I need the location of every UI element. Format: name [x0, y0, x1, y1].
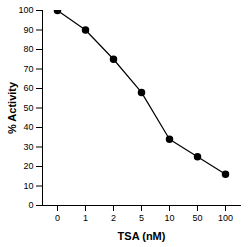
- svg-text:0: 0: [55, 213, 60, 223]
- svg-text:100: 100: [218, 213, 233, 223]
- svg-text:60: 60: [23, 83, 33, 93]
- svg-text:2: 2: [111, 213, 116, 223]
- svg-text:0: 0: [28, 200, 33, 210]
- svg-text:5: 5: [139, 213, 144, 223]
- svg-text:100: 100: [18, 5, 33, 15]
- svg-text:50: 50: [192, 213, 202, 223]
- svg-text:90: 90: [23, 25, 33, 35]
- svg-text:10: 10: [23, 181, 33, 191]
- svg-text:20: 20: [23, 161, 33, 171]
- svg-text:50: 50: [23, 103, 33, 113]
- svg-text:70: 70: [23, 64, 33, 74]
- svg-text:TSA (nM): TSA (nM): [118, 230, 166, 242]
- svg-text:1: 1: [83, 213, 88, 223]
- svg-text:30: 30: [23, 142, 33, 152]
- svg-text:40: 40: [23, 122, 33, 132]
- svg-text:% Activity: % Activity: [6, 81, 18, 134]
- svg-text:80: 80: [23, 44, 33, 54]
- svg-text:10: 10: [164, 213, 174, 223]
